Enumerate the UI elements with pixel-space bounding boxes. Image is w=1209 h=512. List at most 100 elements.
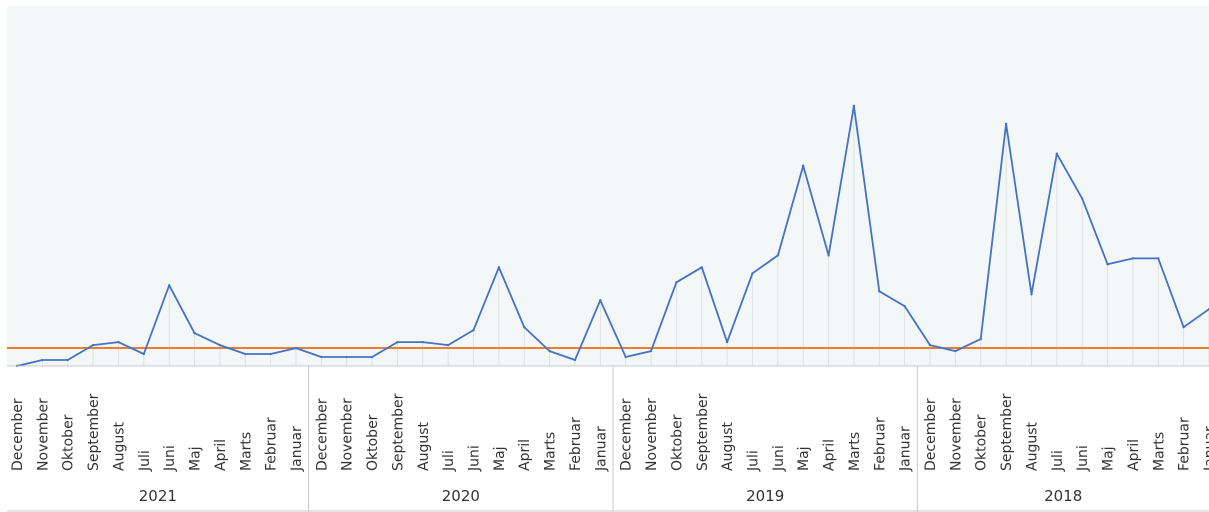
month-tick-label: Maj xyxy=(796,446,812,471)
data-point xyxy=(1030,293,1033,296)
data-point xyxy=(1106,263,1109,266)
data-point xyxy=(827,254,830,257)
month-tick-label: December xyxy=(923,398,939,471)
year-label: 2018 xyxy=(1044,487,1082,505)
month-tick-label: Januar xyxy=(1202,426,1209,472)
month-tick-label: Marts xyxy=(238,432,254,471)
data-point xyxy=(1004,122,1008,126)
data-point xyxy=(725,340,729,344)
month-tick-label: Februar xyxy=(1177,417,1193,471)
data-point xyxy=(193,331,196,335)
month-tick-label: December xyxy=(619,398,635,471)
month-tick-label: Marts xyxy=(847,432,863,471)
data-point xyxy=(1055,152,1059,155)
data-point xyxy=(497,266,501,269)
data-point xyxy=(294,346,298,350)
data-point xyxy=(903,305,906,308)
data-point xyxy=(446,343,450,347)
month-tick-label: Juli xyxy=(137,450,153,472)
month-tick-label: December xyxy=(314,398,330,471)
month-tick-label: December xyxy=(10,398,26,471)
data-point xyxy=(979,337,982,341)
data-point xyxy=(269,352,272,356)
month-tick-label: August xyxy=(416,421,432,471)
data-point xyxy=(700,266,703,269)
data-point xyxy=(523,325,526,329)
month-tick-label: April xyxy=(822,439,838,471)
month-tick-label: Oktober xyxy=(365,414,381,471)
data-point xyxy=(117,340,120,344)
month-tick-label: Maj xyxy=(1101,446,1117,471)
month-tick-label: Februar xyxy=(264,417,280,471)
data-point xyxy=(91,343,95,347)
month-tick-label: Oktober xyxy=(61,414,77,471)
data-point xyxy=(421,340,424,344)
data-point xyxy=(1182,325,1185,329)
data-point xyxy=(66,358,69,362)
data-point xyxy=(41,358,44,362)
month-tick-label: April xyxy=(213,439,229,471)
data-point xyxy=(1157,257,1160,260)
month-tick-label: Januar xyxy=(593,426,609,472)
data-point xyxy=(928,343,932,347)
month-tick-label: August xyxy=(1024,421,1040,471)
month-tick-label: September xyxy=(390,393,406,471)
year-label: 2020 xyxy=(442,487,480,505)
month-tick-label: Januar xyxy=(289,426,305,472)
data-point xyxy=(802,164,805,167)
plot-area xyxy=(7,6,1209,366)
data-point xyxy=(167,284,171,287)
month-tick-label: Januar xyxy=(898,426,914,472)
data-point xyxy=(878,290,881,293)
month-tick-label: August xyxy=(111,421,127,471)
data-point xyxy=(573,358,577,362)
month-tick-label: September xyxy=(695,393,711,471)
data-point xyxy=(675,281,678,284)
month-tick-label: Juni xyxy=(467,445,483,472)
month-tick-label: April xyxy=(1126,439,1142,471)
month-tick-label: Marts xyxy=(1151,432,1167,471)
year-label: 2021 xyxy=(139,487,177,505)
data-point xyxy=(1131,257,1135,260)
month-tick-label: Juni xyxy=(771,445,787,472)
data-point xyxy=(776,254,780,257)
month-tick-label: November xyxy=(35,398,51,471)
data-point xyxy=(142,352,146,356)
month-tick-label: November xyxy=(340,398,356,471)
month-tick-label: Juni xyxy=(1075,445,1091,472)
month-tick-label: Juli xyxy=(745,450,761,472)
month-tick-label: Oktober xyxy=(669,414,685,471)
month-tick-label: Juli xyxy=(441,450,457,472)
month-tick-label: Oktober xyxy=(974,414,990,471)
month-tick-label: Juli xyxy=(1050,450,1066,472)
data-point xyxy=(624,355,627,359)
data-point xyxy=(852,104,856,108)
data-point xyxy=(218,343,222,347)
month-tick-label: September xyxy=(86,393,102,471)
month-tick-label: Maj xyxy=(492,446,508,471)
data-point xyxy=(649,349,653,353)
year-label: 2019 xyxy=(746,487,784,505)
data-point xyxy=(548,349,551,353)
data-point xyxy=(954,349,957,353)
data-point xyxy=(244,352,247,356)
data-point xyxy=(1080,197,1084,200)
month-tick-label: Marts xyxy=(543,432,559,471)
month-tick-label: November xyxy=(644,398,660,471)
data-point xyxy=(396,340,399,344)
data-point xyxy=(472,328,475,332)
series-line xyxy=(16,105,1209,367)
month-tick-label: Februar xyxy=(872,417,888,471)
data-point xyxy=(345,355,348,359)
month-tick-label: November xyxy=(948,398,964,471)
month-tick-label: April xyxy=(517,439,533,471)
month-tick-label: Februar xyxy=(568,417,584,471)
data-point xyxy=(599,299,602,302)
month-tick-label: September xyxy=(999,393,1015,471)
month-tick-label: Maj xyxy=(188,446,204,471)
data-point xyxy=(370,355,374,359)
data-point xyxy=(751,272,754,275)
month-tick-label: Juni xyxy=(162,445,178,472)
